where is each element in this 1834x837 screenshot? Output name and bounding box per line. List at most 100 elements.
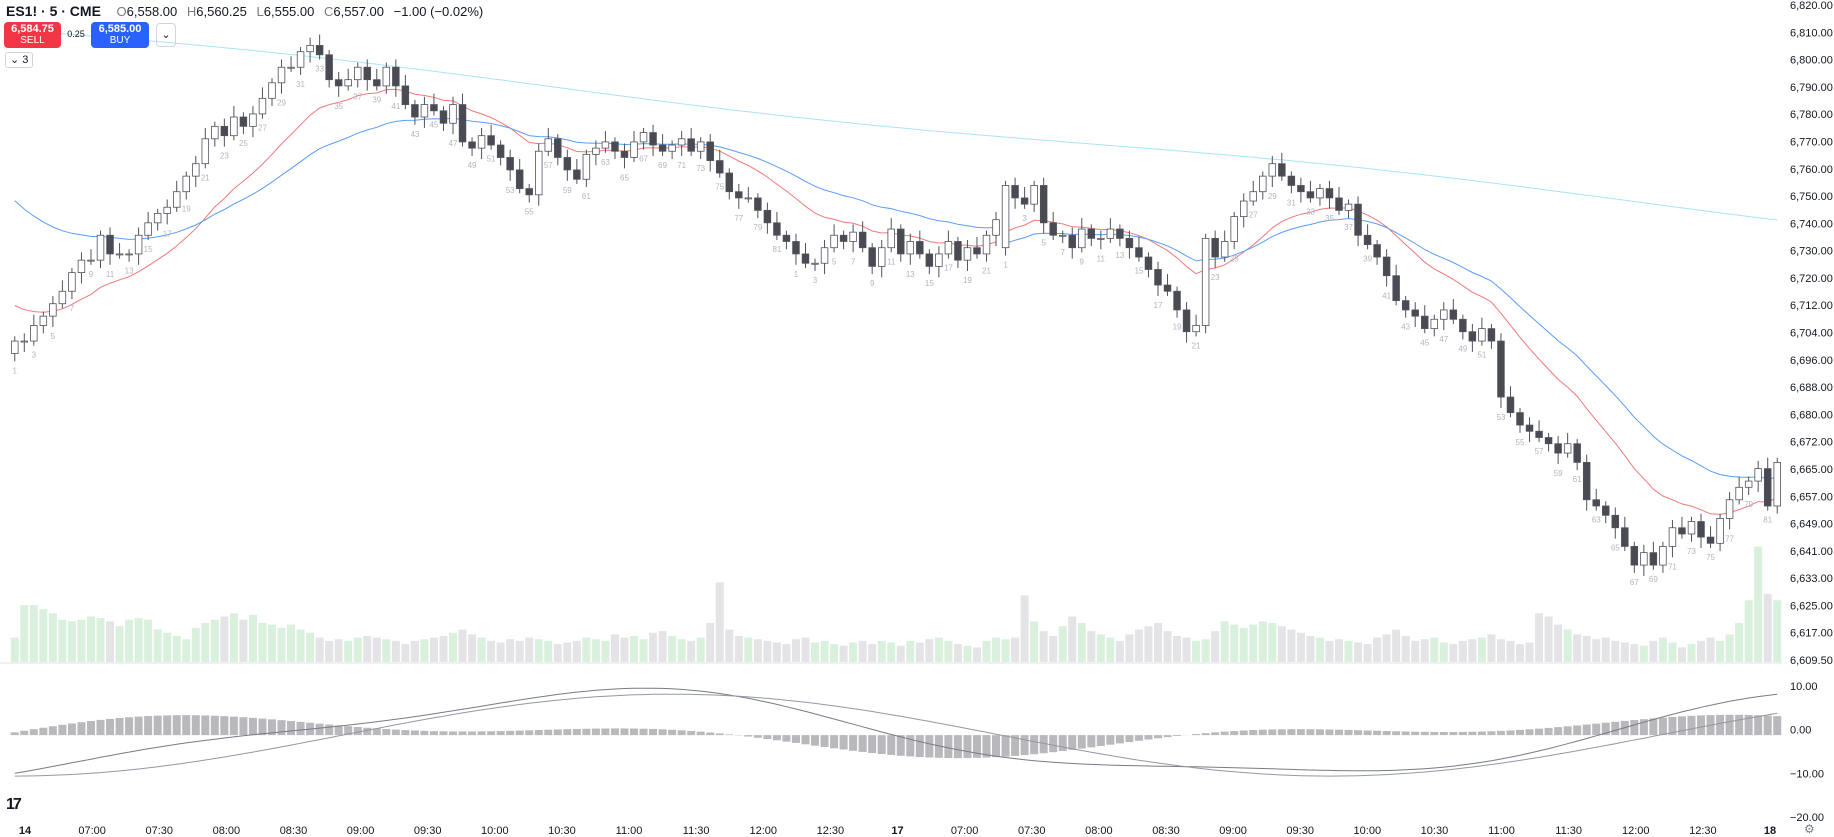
candle-down (839, 234, 848, 242)
macd-histogram-bar (1001, 735, 1010, 757)
volume-bar (496, 642, 505, 662)
macd-histogram-bar (1773, 716, 1782, 736)
buy-button[interactable]: 6,585.00 BUY (91, 22, 149, 48)
candle-up (287, 66, 295, 69)
volume-bar (896, 645, 905, 662)
macd-histogram-bar (1525, 729, 1534, 736)
bar-count-label: 21 (201, 173, 210, 182)
time-tick-label: 12:00 (750, 825, 778, 837)
candle-down (925, 253, 934, 267)
price-axis[interactable]: 6,820.00 6,810.00 6,800.00 6,790.00 6,780.00… (1790, 0, 1833, 667)
bar-count-label: 37 (353, 92, 362, 101)
macd-histogram-bar (1068, 735, 1077, 750)
price-tick-label: 6,740.00 (1790, 218, 1833, 230)
sell-button[interactable]: 6,584.75 SELL (4, 22, 61, 48)
bar-count-label: 17 (163, 229, 172, 238)
bar-count-label: 59 (1554, 469, 1563, 478)
bar-count-label: 19 (1173, 323, 1182, 332)
price-tick-label: 6,704.00 (1790, 328, 1833, 340)
bar-count-label: 11 (106, 270, 115, 279)
time-axis[interactable]: 14 07:00 07:30 08:00 08:30 09:00 09:30 10:00 10:… (19, 825, 1776, 837)
macd-histogram-bar (1106, 735, 1115, 745)
candle-down (573, 169, 581, 180)
candle-up (58, 290, 67, 305)
volume-bar (868, 644, 877, 662)
bar-count-label: 77 (734, 214, 743, 223)
macd-histogram-bar (1211, 732, 1220, 736)
macd-histogram-bar (134, 716, 143, 736)
macd-histogram-bar (830, 735, 839, 749)
macd-histogram-bar (248, 717, 257, 736)
candle-down (401, 85, 410, 105)
volume-bar (1201, 639, 1210, 662)
macd-histogram-bar (48, 726, 57, 736)
volume-bar (782, 644, 791, 662)
volume-bar (1106, 637, 1115, 662)
sell-price: 6,584.75 (11, 23, 54, 35)
price-tick-label: 6,770.00 (1790, 136, 1833, 148)
candle-up (1716, 518, 1724, 544)
bar-count-label: 31 (296, 80, 305, 89)
volume-bar (944, 640, 953, 662)
volume-bar (839, 645, 848, 662)
volume-bar (163, 632, 172, 662)
volume-bar (953, 644, 962, 662)
volume-bar (153, 629, 162, 662)
time-tick-label: 09:00 (1219, 825, 1247, 837)
macd-histogram-bar (1487, 731, 1496, 736)
bar-count-label: 53 (1497, 413, 1506, 422)
volume-bar (1487, 634, 1496, 662)
volume-bar (801, 637, 810, 662)
candle-up (677, 138, 686, 146)
bar-count-label: 71 (1668, 562, 1677, 571)
volume-bar (734, 636, 743, 662)
candle-down (763, 209, 772, 224)
candle-down (515, 169, 524, 189)
macd-histogram-bar (1363, 730, 1372, 736)
chevron-down-icon: ⌄ (10, 54, 20, 66)
candle-up (935, 253, 943, 267)
candle-down (220, 125, 229, 137)
volume-bar (201, 623, 210, 662)
macd-histogram-bar (1268, 729, 1277, 736)
macd-histogram-bar (267, 719, 276, 736)
candle-down (1602, 505, 1610, 516)
gear-icon[interactable]: ⚙ (1804, 822, 1815, 836)
macd-histogram-bar (1287, 729, 1296, 736)
macd-histogram-bar (1239, 730, 1248, 736)
macd-histogram-bar (687, 730, 696, 736)
indicators-count: 3 (22, 54, 29, 66)
candle-down (973, 247, 981, 255)
time-tick-label: 17 (891, 825, 903, 837)
volume-bar (706, 623, 715, 662)
tradingview-logo[interactable]: 17 (6, 796, 22, 813)
volume-bar (982, 640, 991, 662)
macd-histogram-bar (439, 731, 448, 736)
chevron-down-icon[interactable]: ⌄ (156, 23, 176, 47)
candle-up (1201, 237, 1210, 326)
macd-histogram-bar (630, 728, 639, 736)
candle-up (1106, 228, 1115, 239)
volume-bar (1220, 621, 1229, 662)
symbol-title[interactable]: ES1! · 5 · CME (6, 3, 101, 19)
macd-histogram-bar (153, 715, 162, 736)
moving-averages (14, 29, 1778, 515)
bar-count-label: 19 (182, 204, 191, 213)
volume-bar (1049, 636, 1058, 662)
indicators-toggle-button[interactable]: ⌄ 3 (5, 52, 34, 68)
macd-histogram-bar (620, 728, 629, 736)
volume-bar (1230, 624, 1239, 662)
time-tick-label: 14 (19, 825, 32, 837)
macd-histogram-bar (515, 730, 524, 736)
macd-histogram-bar (1230, 731, 1239, 736)
volume-bar (1582, 636, 1591, 662)
candle-up (182, 175, 190, 193)
volume-bar (1373, 637, 1382, 662)
volume-bar (1477, 637, 1486, 662)
candle-down (363, 66, 371, 81)
candle-up (39, 315, 48, 326)
volume-bar (1430, 637, 1439, 662)
macd-histogram-bar (1392, 731, 1401, 736)
